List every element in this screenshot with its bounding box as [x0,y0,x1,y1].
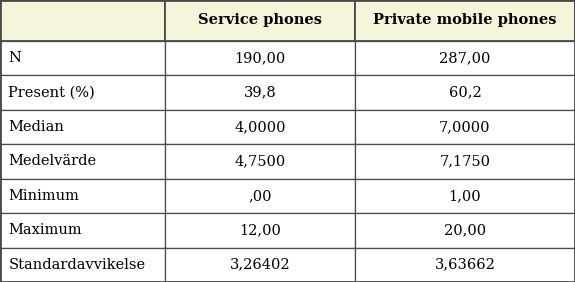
Bar [0,179,165,213]
Bar [165,41,355,75]
Bar [355,41,575,75]
Text: 4,0000: 4,0000 [234,120,286,134]
Bar [165,213,355,248]
Text: 3,63662: 3,63662 [435,258,496,272]
Text: 60,2: 60,2 [448,85,481,100]
Text: 20,00: 20,00 [444,223,486,237]
Bar [0,75,165,110]
Text: 4,7500: 4,7500 [235,155,286,168]
Bar [0,213,165,248]
Bar [355,75,575,110]
Bar [0,248,165,282]
Bar [355,110,575,144]
Text: 39,8: 39,8 [244,85,277,100]
Bar [165,0,355,41]
Text: Service phones: Service phones [198,14,322,27]
Text: Private mobile phones: Private mobile phones [373,14,557,27]
Bar [0,41,165,75]
Text: 7,0000: 7,0000 [439,120,490,134]
Bar [165,75,355,110]
Bar [165,179,355,213]
Text: 12,00: 12,00 [239,223,281,237]
Bar [165,144,355,179]
Text: Minimum: Minimum [8,189,79,203]
Text: Median: Median [8,120,64,134]
Bar [355,0,575,41]
Bar [0,0,165,41]
Bar [165,248,355,282]
Bar [165,110,355,144]
Bar [355,213,575,248]
Text: Medelvärde: Medelvärde [8,155,97,168]
Text: 190,00: 190,00 [235,51,286,65]
Text: N: N [8,51,21,65]
Text: Present (%): Present (%) [8,85,95,100]
Bar [355,144,575,179]
Text: Maximum: Maximum [8,223,82,237]
Bar [355,179,575,213]
Text: Standardavvikelse: Standardavvikelse [8,258,145,272]
Bar [0,110,165,144]
Bar [0,144,165,179]
Text: 287,00: 287,00 [439,51,490,65]
Text: 1,00: 1,00 [448,189,481,203]
Text: 7,1750: 7,1750 [439,155,490,168]
Text: 3,26402: 3,26402 [229,258,290,272]
Text: ,00: ,00 [248,189,272,203]
Bar [355,248,575,282]
